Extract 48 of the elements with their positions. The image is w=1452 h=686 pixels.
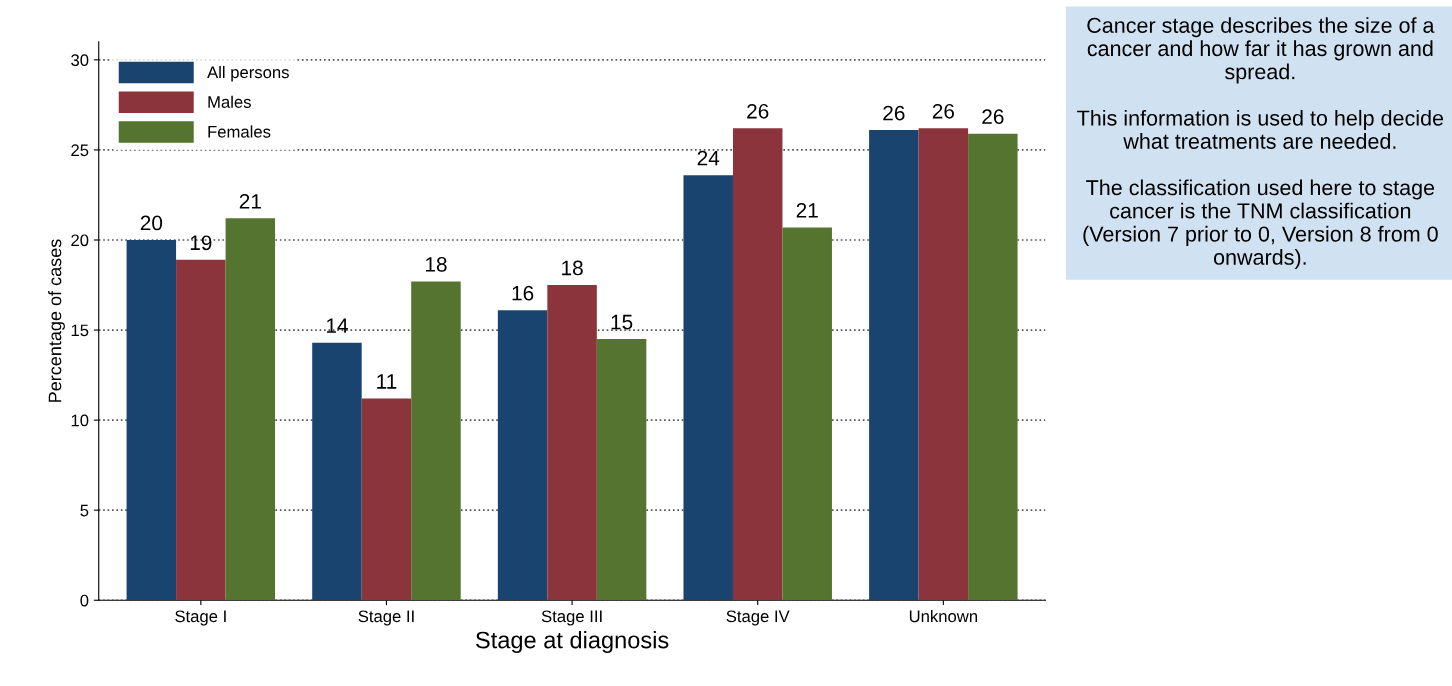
bar — [176, 259, 226, 601]
bar — [361, 398, 412, 601]
y-tick-label: 20 — [71, 234, 89, 247]
data-label: 26 — [883, 105, 905, 121]
data-label: 14 — [326, 318, 348, 333]
bar — [683, 175, 733, 601]
y-tick-label: 5 — [80, 504, 89, 517]
data-label: 18 — [562, 260, 583, 276]
text: Cancer stage describes the size of a cancer and how far it has grown and spread. This information is used to help decide what treatments are needed. The classification used here to stage cancer is the TNM classification (Version 7 prior to 0, Version 8 from 0 onwards). — [1077, 17, 1444, 270]
x-axis-title: Stage at diagnosis — [476, 631, 669, 654]
data-label: 16 — [512, 285, 534, 301]
data-label: 21 — [239, 193, 261, 209]
data-label: 15 — [611, 314, 633, 330]
data-label: 26 — [747, 103, 769, 119]
bar — [312, 342, 362, 601]
y-tick-label: 10 — [71, 414, 89, 427]
bar — [918, 128, 969, 601]
legend-label: All persons — [207, 65, 289, 82]
y-axis-title: Percentage of cases — [48, 239, 65, 402]
bar — [869, 130, 919, 601]
x-tick-label: Unknown — [909, 609, 978, 623]
bar — [732, 128, 783, 601]
y-tick-label: 30 — [71, 54, 89, 67]
bar — [547, 285, 597, 601]
data-label: 21 — [796, 202, 818, 218]
x-tick-label: Stage IV — [726, 610, 790, 626]
data-label: 26 — [932, 103, 955, 119]
legend-label: Females — [208, 125, 271, 138]
bar — [126, 239, 177, 601]
y-tick-label: 0 — [80, 594, 89, 607]
y-tick-label: 25 — [71, 144, 89, 157]
x-tick-label: Stage II — [358, 610, 414, 626]
bar — [968, 133, 1018, 601]
y-tick-label: 15 — [71, 324, 89, 337]
bar — [411, 281, 461, 601]
bar — [782, 227, 832, 601]
bar — [225, 218, 276, 601]
data-label: 26 — [982, 109, 1004, 125]
data-label: 19 — [190, 235, 212, 251]
bar — [497, 310, 548, 601]
data-label: 11 — [377, 374, 397, 389]
data-label: 20 — [140, 215, 163, 231]
x-tick-label: Stage III — [541, 610, 602, 626]
bar — [596, 339, 647, 601]
data-label: 18 — [425, 256, 447, 272]
data-label: 24 — [697, 150, 720, 166]
x-tick-label: Stage I — [175, 610, 226, 626]
legend-label: Males — [208, 95, 251, 108]
